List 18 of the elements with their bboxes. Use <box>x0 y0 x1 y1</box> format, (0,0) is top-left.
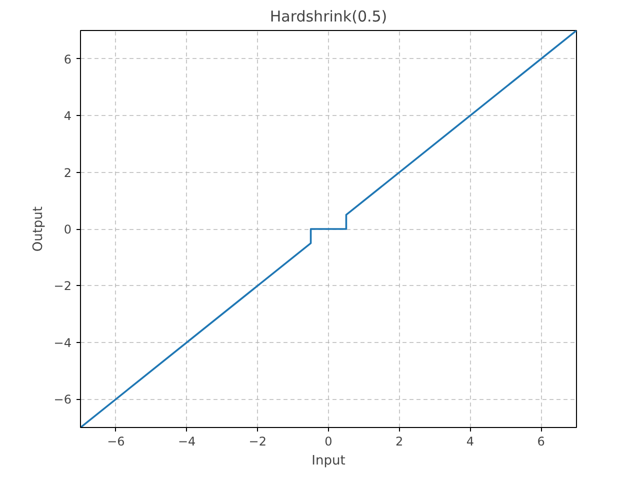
x-tick-label: −6 <box>107 434 125 448</box>
y-tick-label: 4 <box>64 109 72 124</box>
y-axis-title: Output <box>30 206 46 252</box>
y-tick-label: 6 <box>64 52 72 66</box>
chart-title: Hardshrink(0.5) <box>270 8 388 26</box>
y-tick-label: −2 <box>54 279 72 294</box>
x-tick-label: 2 <box>396 434 404 448</box>
x-tick-label: −4 <box>178 434 196 448</box>
y-tick-label: 2 <box>64 166 72 180</box>
x-tick-label: −2 <box>248 434 266 448</box>
x-tick-label: 6 <box>537 434 545 448</box>
y-tick-label: −4 <box>54 336 72 350</box>
line-series <box>80 30 576 428</box>
x-tick-label: 4 <box>466 434 474 448</box>
x-axis-title: Input <box>312 454 346 468</box>
x-tick-label: 0 <box>324 434 332 448</box>
y-tick-label: −6 <box>54 392 72 407</box>
y-tick-label: 0 <box>64 222 72 236</box>
